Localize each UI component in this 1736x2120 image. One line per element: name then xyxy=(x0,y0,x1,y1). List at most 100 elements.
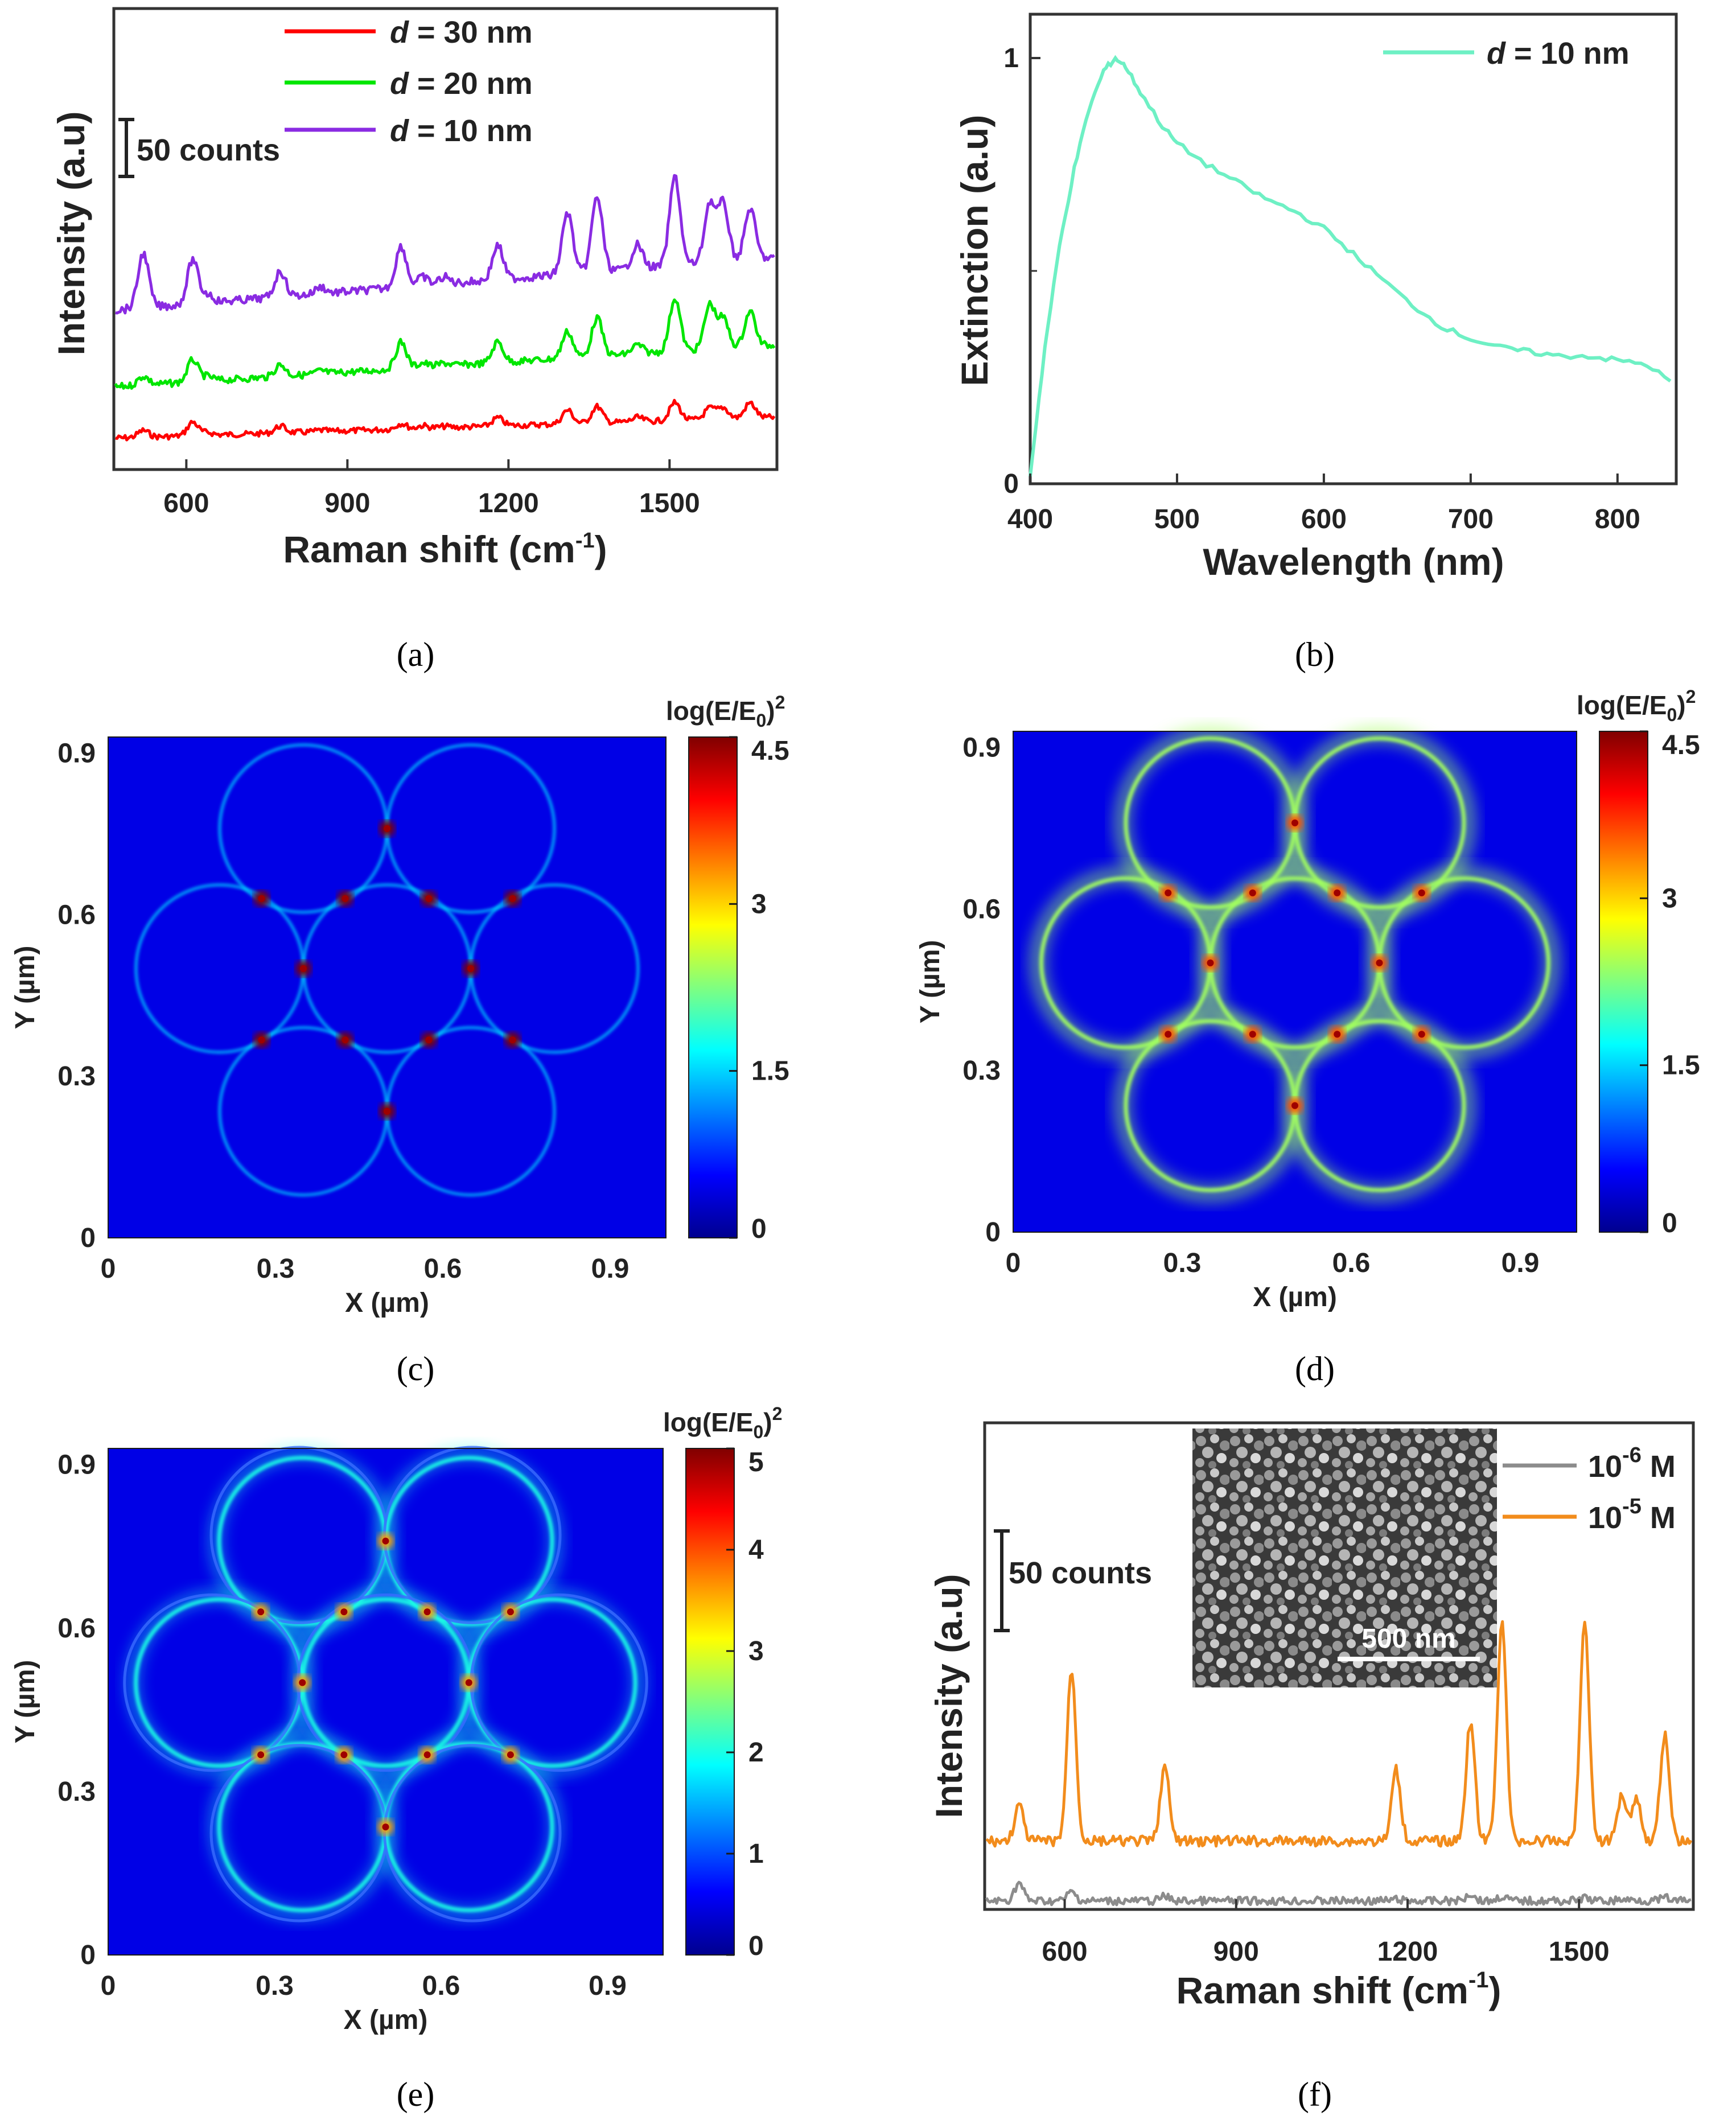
panel-a-ylabel: Intensity (a.u) xyxy=(50,111,92,355)
caption-f: (f) xyxy=(1298,2076,1332,2113)
colorbar-tick-label: 0 xyxy=(751,1214,767,1244)
xtick-label: 0.9 xyxy=(1501,1248,1540,1278)
hotspot-core xyxy=(257,1751,265,1759)
hotspot-core xyxy=(340,1608,348,1616)
ytick-label: 0 xyxy=(80,1223,96,1253)
hotspot-core xyxy=(509,1036,516,1044)
colorbar-tick-label: 2 xyxy=(748,1738,764,1768)
xtick-label: 600 xyxy=(1301,504,1347,534)
colorbar-tick-label: 4 xyxy=(748,1535,764,1565)
caption-e: (e) xyxy=(397,2076,435,2113)
colorbar-tick-label: 1.5 xyxy=(1662,1051,1700,1081)
hotspot-core xyxy=(507,1608,514,1616)
legend-label-d30: d = 30 nm xyxy=(390,15,533,50)
x-axis-label: X (µm) xyxy=(1253,1282,1337,1312)
panel-b-series-group xyxy=(1029,55,1672,477)
colorbar-title-end: ) xyxy=(766,696,775,726)
colorbar-title-sup: 2 xyxy=(772,1403,783,1424)
panel-f-scale-label: 50 counts xyxy=(1009,1556,1152,1590)
heatmap-background xyxy=(108,737,666,1238)
ytick-label: 0 xyxy=(80,1940,96,1970)
colorbar-title-sub: 0 xyxy=(753,1422,763,1442)
hotspot-core xyxy=(465,1679,472,1686)
xtick-label: 500 xyxy=(1154,504,1200,534)
colorbar-title-end: ) xyxy=(763,1407,772,1437)
series-line-0-0 xyxy=(115,398,776,442)
sem-image xyxy=(1192,1429,1497,1687)
panel-c-heatmap: 0 0.3 0.6 0.9 0 0.3 0.6 0.9 X (µm) Y (µm) 0 1.5 3 4.5… xyxy=(10,692,789,1318)
panel-a-raman-chart: Intensity (a.u) d = 30 nm d = 20 nm d = … xyxy=(50,7,779,673)
xtick-label: 0.3 xyxy=(257,1254,295,1284)
x-axis-label: X (µm) xyxy=(345,1288,429,1318)
xtick-label: 1200 xyxy=(478,488,539,518)
panel-f-scale-bar: 50 counts xyxy=(994,1529,1152,1632)
legend-label-1e-6: 10-6 M xyxy=(1588,1443,1676,1484)
heatmap-frame xyxy=(108,1448,664,1956)
panel-f-xlabel: Raman shift (cm-1) xyxy=(1176,1967,1501,2011)
hotspot-core xyxy=(1334,1031,1341,1038)
ytick-label: 0 xyxy=(985,1217,1001,1248)
xtick-label: 900 xyxy=(324,488,370,518)
hotspot-core xyxy=(1334,889,1341,896)
xtick-label: 0 xyxy=(1006,1248,1021,1278)
hotspot-core xyxy=(1291,819,1298,826)
colorbar-title: log(E/E0)2 xyxy=(1577,686,1696,725)
ytick-label: 0.3 xyxy=(962,1056,1001,1086)
caption-c: (c) xyxy=(397,1350,435,1388)
panel-b-extinction-chart: Extinction (a.u) d = 10 nm 400 500 600 700 8… xyxy=(953,13,1678,673)
xtick-label: 0.9 xyxy=(589,1971,627,2001)
panel-f-plot-frame xyxy=(983,1421,1695,1911)
colorbar-tick-label: 0 xyxy=(1662,1208,1677,1238)
colorbar-title-sub: 0 xyxy=(756,710,766,731)
xtick-label: 400 xyxy=(1007,504,1053,534)
panel-a-scale-bar: 50 counts xyxy=(118,118,280,178)
extinction-line xyxy=(1029,55,1672,477)
panel-b-ticks: 400 500 600 700 800 0 1 xyxy=(1003,43,1640,534)
panel-f-inset-sem: 500 nm xyxy=(1192,1429,1497,1687)
legend-label-b: d = 10 nm xyxy=(1487,36,1630,71)
y-axis-label: Y (µm) xyxy=(915,940,945,1024)
hotspot-core xyxy=(1249,1031,1256,1038)
panel-a-scale-label: 50 counts xyxy=(137,133,280,167)
xtick-label: 0.6 xyxy=(1332,1248,1371,1278)
panel-d-heatmap: 0 0.3 0.6 0.9 0 0.3 0.6 0.9 X (µm) Y (µm) 0 1.5 3 4.5… xyxy=(915,686,1700,1312)
hotspot-core xyxy=(509,895,516,902)
hotspot-core xyxy=(425,1036,433,1044)
hotspot-core xyxy=(1291,1102,1298,1109)
legend-label-d10: d = 10 nm xyxy=(390,114,533,148)
colorbar-title-sub: 0 xyxy=(1667,705,1677,725)
panel-e-heatmap: 0 0.3 0.6 0.9 0 0.3 0.6 0.9 X (µm) Y (µm) 0 1 2 3 4 5 lo… xyxy=(10,1403,782,2035)
hotspot-core xyxy=(507,1751,514,1759)
colorbar-tick-label: 0 xyxy=(748,1931,764,1961)
colorbar xyxy=(1599,731,1648,1233)
hotspot-core xyxy=(384,825,390,832)
xtick-label: 600 xyxy=(1042,1937,1088,1967)
xtick-label: 0 xyxy=(101,1971,116,2001)
heatmap-frame xyxy=(1013,731,1577,1233)
hotspot-core xyxy=(342,1036,349,1044)
sem-scale-label: 500 nm xyxy=(1361,1624,1455,1654)
colorbar-tick-label: 3 xyxy=(748,1636,764,1666)
hotspot-core xyxy=(342,895,349,902)
ytick-label: 0 xyxy=(1003,469,1019,499)
ytick-label: 0.3 xyxy=(57,1061,96,1092)
panel-a-xlabel: Raman shift (cm-1) xyxy=(283,528,607,570)
xtick-label: 0 xyxy=(101,1254,116,1284)
hotspot-core xyxy=(258,1036,265,1044)
hotspot-core xyxy=(425,895,433,902)
hotspot-core xyxy=(300,965,307,972)
series-line-5-1 xyxy=(985,1620,1693,1848)
caption-d: (d) xyxy=(1295,1350,1335,1388)
xtick-label: 900 xyxy=(1213,1937,1259,1967)
colorbar-title: log(E/E0)2 xyxy=(663,1403,782,1442)
hotspot-core xyxy=(340,1751,348,1759)
panel-b-xlabel: Wavelength (nm) xyxy=(1203,541,1504,583)
colorbar xyxy=(685,1448,735,1956)
hotspot-core xyxy=(382,1823,389,1831)
ytick-label: 0.9 xyxy=(57,1450,96,1480)
panel-b-ylabel: Extinction (a.u) xyxy=(953,115,995,386)
y-axis-label: Y (µm) xyxy=(10,1660,40,1744)
panel-b-plot-frame xyxy=(1029,13,1678,485)
hotspot-core xyxy=(382,1537,389,1545)
